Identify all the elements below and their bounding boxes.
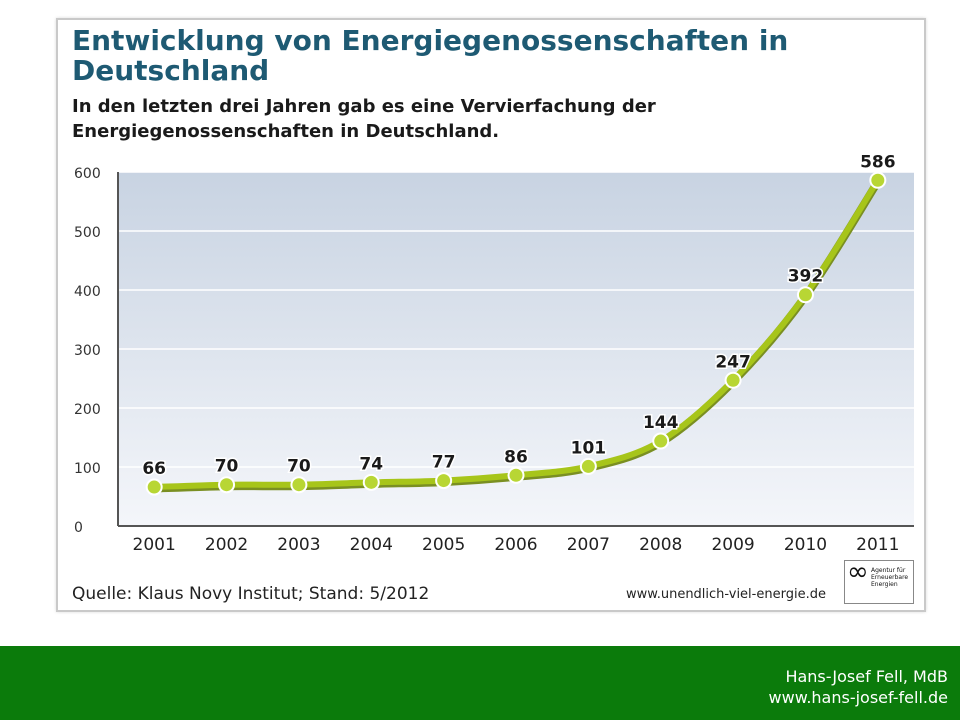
y-tick-label: 400 bbox=[74, 284, 101, 300]
x-tick-label: 2007 bbox=[567, 535, 610, 555]
x-tick-label: 2002 bbox=[205, 535, 248, 555]
data-label: 74 bbox=[359, 454, 383, 474]
source-url: www.unendlich-viel-energie.de bbox=[626, 587, 826, 602]
x-tick-label: 2011 bbox=[856, 535, 899, 555]
data-point bbox=[724, 371, 742, 389]
y-tick-label: 200 bbox=[74, 402, 101, 418]
footer-name: Hans-Josef Fell, MdB bbox=[785, 667, 948, 686]
data-label: 70 bbox=[215, 457, 239, 477]
chart-card: Entwicklung von Energiegenossenschaften … bbox=[56, 18, 926, 612]
y-tick-label: 600 bbox=[74, 166, 101, 182]
logo-text: Agentur für Erneuerbare Energien bbox=[871, 567, 909, 588]
footer-url: www.hans-josef-fell.de bbox=[768, 688, 948, 707]
footer-bar: Hans-Josef Fell, MdB www.hans-josef-fell… bbox=[0, 646, 960, 720]
chart-title: Entwicklung von Energiegenossenschaften … bbox=[72, 24, 789, 87]
data-label: 144 bbox=[643, 413, 679, 433]
data-point bbox=[869, 171, 887, 189]
x-tick-label: 2008 bbox=[639, 535, 682, 555]
x-tick-label: 2010 bbox=[784, 535, 827, 555]
data-point bbox=[652, 432, 670, 450]
data-point bbox=[796, 286, 814, 304]
x-tick-label: 2009 bbox=[711, 535, 754, 555]
data-label: 86 bbox=[504, 447, 528, 467]
data-label: 247 bbox=[715, 352, 751, 372]
data-point bbox=[145, 478, 163, 496]
y-tick-label: 500 bbox=[74, 225, 101, 241]
data-label: 392 bbox=[788, 267, 824, 287]
data-label: 66 bbox=[142, 459, 166, 479]
data-point bbox=[507, 466, 525, 484]
x-tick-label: 2004 bbox=[350, 535, 393, 555]
data-label: 586 bbox=[860, 152, 896, 172]
data-label: 77 bbox=[432, 453, 456, 473]
chart-subtitle: In den letzten drei Jahren gab es eine V… bbox=[72, 96, 656, 142]
data-point bbox=[362, 473, 380, 491]
infinity-icon: ∞ bbox=[847, 557, 869, 587]
source-note: Quelle: Klaus Novy Institut; Stand: 5/20… bbox=[72, 584, 430, 604]
y-tick-label: 0 bbox=[74, 520, 83, 536]
data-point bbox=[290, 476, 308, 494]
data-point bbox=[435, 472, 453, 490]
line-chart: 0 100 200 300 400 500 600 2001 2002 2003 2004 2005 2… bbox=[74, 151, 914, 555]
series-line bbox=[151, 177, 881, 491]
data-point bbox=[218, 476, 236, 494]
data-label: 101 bbox=[571, 438, 607, 458]
agency-logo: ∞ Agentur für Erneuerbare Energien bbox=[844, 557, 914, 604]
x-tick-label: 2001 bbox=[133, 535, 176, 555]
y-tick-label: 100 bbox=[74, 461, 101, 477]
data-point bbox=[579, 457, 597, 475]
x-tick-label: 2003 bbox=[277, 535, 320, 555]
data-label: 70 bbox=[287, 457, 311, 477]
x-tick-label: 2005 bbox=[422, 535, 465, 555]
x-tick-label: 2006 bbox=[494, 535, 537, 555]
y-tick-label: 300 bbox=[74, 343, 101, 359]
